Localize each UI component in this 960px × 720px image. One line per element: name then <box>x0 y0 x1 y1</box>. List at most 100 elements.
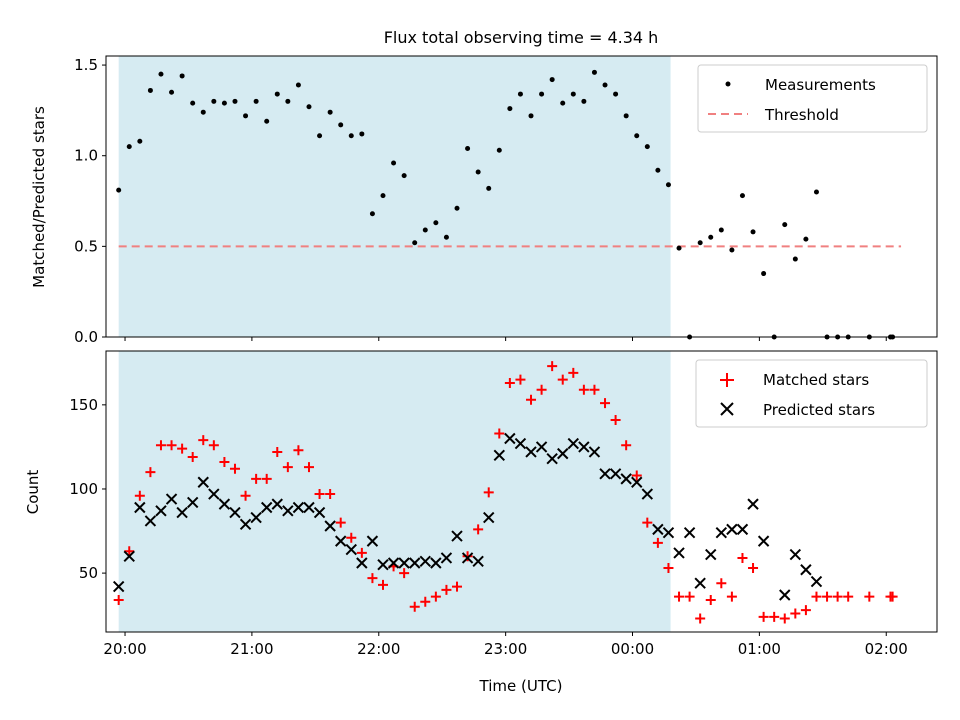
measurement-point <box>486 185 492 191</box>
predicted-star-point <box>176 506 188 519</box>
measurement-point <box>369 211 375 217</box>
legend-dot-icon <box>725 81 731 87</box>
y-axis-label-top: Matched/Predicted stars <box>30 106 48 288</box>
measurement-point <box>708 234 714 240</box>
predicted-star-point <box>525 446 537 458</box>
matched-star-point <box>779 613 790 624</box>
matched-star-point <box>356 547 367 558</box>
matched-star-point <box>536 384 547 395</box>
measurement-point <box>644 144 650 150</box>
legend-label-predicted: Predicted stars <box>763 401 875 419</box>
matched-star-point <box>504 377 515 388</box>
measurement-point <box>264 118 270 124</box>
legend-x-icon <box>720 402 734 416</box>
predicted-star-point <box>409 557 421 569</box>
matched-star-point <box>208 440 219 451</box>
predicted-star-point <box>356 557 368 569</box>
matched-star-point <box>769 611 780 622</box>
matched-star-point <box>737 552 748 563</box>
legend-label-threshold: Threshold <box>764 106 839 124</box>
predicted-star-point <box>514 437 527 450</box>
predicted-star-point <box>567 437 580 450</box>
matched-star-point <box>420 596 431 607</box>
predicted-star-point <box>652 523 664 536</box>
predicted-star-point <box>673 547 685 559</box>
matched-star-point <box>325 489 336 500</box>
measurement-point <box>613 91 619 97</box>
matched-star-point <box>800 605 811 616</box>
measurement-point <box>539 91 545 97</box>
measurement-point <box>285 98 291 104</box>
x-tick-label: 02:00 <box>865 640 908 658</box>
measurement-point <box>570 91 576 97</box>
predicted-star-point <box>609 468 622 480</box>
matched-star-point <box>282 462 293 473</box>
measurement-point <box>697 240 703 246</box>
measurement-point <box>306 104 312 110</box>
measurement-point <box>813 189 819 195</box>
measurement-point <box>391 160 397 166</box>
matched-star-point <box>314 489 325 500</box>
measurement-point <box>327 109 333 115</box>
matched-star-point <box>261 473 272 484</box>
count-points <box>112 361 898 624</box>
matched-star-point <box>811 591 822 602</box>
measurement-point <box>169 89 175 95</box>
predicted-star-point <box>366 535 379 547</box>
measurement-point <box>634 133 640 139</box>
matched-star-point <box>367 573 378 584</box>
measurement-point <box>560 100 566 106</box>
matched-star-point <box>652 537 663 548</box>
measurement-point <box>338 122 344 128</box>
matched-star-point <box>145 467 156 478</box>
predicted-star-point <box>250 511 262 524</box>
matched-star-point <box>219 457 230 468</box>
y-tick-label: 0.5 <box>74 237 98 255</box>
predicted-star-point <box>419 555 431 568</box>
measurement-point <box>317 133 323 139</box>
predicted-star-point <box>715 527 728 539</box>
legend-label-matched: Matched stars <box>763 371 869 389</box>
predicted-star-point <box>430 557 442 569</box>
measurement-point <box>274 91 280 97</box>
measurement-point <box>750 229 756 235</box>
predicted-star-point <box>747 498 759 510</box>
predicted-star-point <box>398 557 410 569</box>
predicted-star-point <box>726 523 738 536</box>
measurement-point <box>454 205 460 211</box>
plot-frame-bottom <box>105 350 938 633</box>
x-ticks-top <box>124 337 887 341</box>
predicted-star-point <box>134 501 146 514</box>
predicted-star-point <box>387 557 400 569</box>
predicted-star-point <box>810 575 823 588</box>
x-tick-label: 22:00 <box>357 640 400 658</box>
matched-star-point <box>748 563 759 574</box>
matched-star-point <box>198 435 209 446</box>
predicted-star-point <box>197 476 209 488</box>
matched-star-point <box>124 546 135 557</box>
measurement-point <box>412 240 418 246</box>
predicted-star-point <box>292 501 305 514</box>
measurement-point <box>665 182 671 188</box>
matched-star-point <box>399 568 410 579</box>
measurement-point <box>126 144 132 150</box>
predicted-star-point <box>483 511 495 524</box>
measurement-point <box>211 98 217 104</box>
matched-star-point <box>473 524 484 535</box>
predicted-star-point <box>546 452 558 465</box>
legend-frame-top <box>697 64 928 133</box>
matched-star-point <box>642 517 653 528</box>
predicted-star-point <box>705 548 717 561</box>
measurement-point <box>348 133 354 139</box>
matched-star-point <box>887 591 898 602</box>
matched-star-point <box>441 584 452 595</box>
predicted-star-point <box>260 501 273 514</box>
predicted-star-point <box>578 441 590 453</box>
measurement-point <box>232 98 238 104</box>
measurement-point <box>475 169 481 175</box>
matched-star-point <box>515 374 526 385</box>
predicted-star-point <box>588 446 601 458</box>
predicted-star-point <box>736 523 749 536</box>
matched-star-point <box>378 579 388 590</box>
measurement-point <box>496 147 502 153</box>
